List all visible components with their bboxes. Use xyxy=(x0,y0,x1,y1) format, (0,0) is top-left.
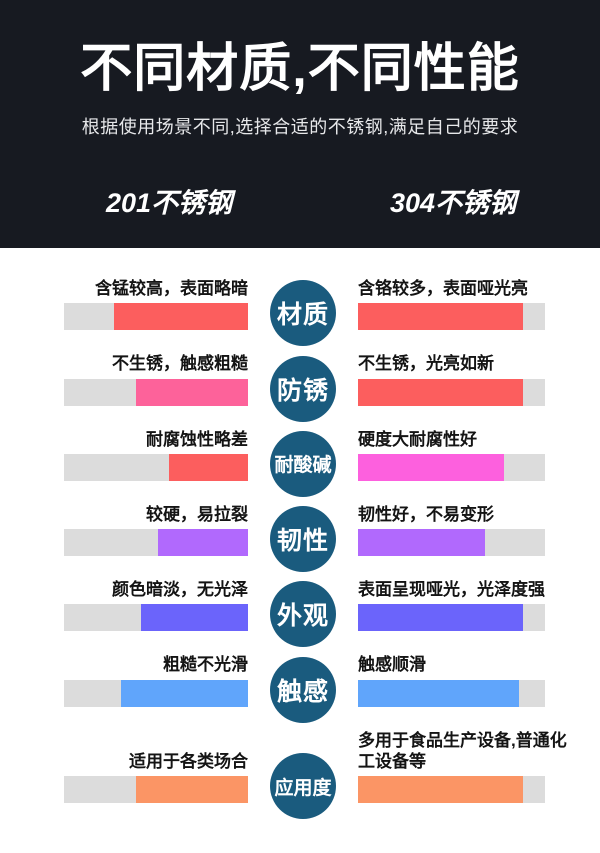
comparison-row-material: 含锰较高，表面略暗 材质 含铬较多，表面哑光亮 xyxy=(0,278,600,347)
bar-fill xyxy=(121,679,248,707)
bar-fill xyxy=(358,378,523,406)
page-title: 不同材质,不同性能 xyxy=(80,40,520,98)
bar-fill xyxy=(358,679,519,707)
property-badge: 应用度 xyxy=(270,753,336,819)
comparison-section: 含锰较高，表面略暗 材质 含铬较多，表面哑光亮 不生锈，触感粗糙 防锈 不生锈，… xyxy=(0,248,600,819)
bar-fill xyxy=(358,604,523,632)
bar-label: 含铬较多，表面哑光亮 xyxy=(358,279,528,298)
bar-track xyxy=(64,776,248,803)
bar-fill xyxy=(113,303,248,331)
center-cell: 韧性 xyxy=(248,506,358,572)
bar-track xyxy=(64,679,248,707)
property-badge: 耐酸碱 xyxy=(270,430,336,497)
left-cell: 适用于各类场合 xyxy=(0,751,248,803)
bar-track xyxy=(358,776,545,803)
center-cell: 防锈 xyxy=(248,355,358,422)
bar-fill xyxy=(141,604,248,632)
column-header-304: 304不锈钢 xyxy=(389,187,516,218)
bar-label: 硬度大耐腐性好 xyxy=(358,429,477,449)
center-cell: 耐酸碱 xyxy=(248,430,358,497)
comparison-row-rustproof: 不生锈，触感粗糙 防锈 不生锈，光亮如新 xyxy=(0,353,600,422)
bar-track xyxy=(358,453,545,481)
right-cell: 多用于食品生产设备,普通化工设备等 xyxy=(358,730,600,803)
column-headers: 201不锈钢 304不锈钢 xyxy=(0,181,600,220)
property-badge: 防锈 xyxy=(270,355,336,422)
bar-fill xyxy=(135,378,248,406)
property-badge: 韧性 xyxy=(270,506,336,572)
property-badge: 材质 xyxy=(270,280,336,347)
bar-track xyxy=(64,378,248,406)
bar-label: 不生锈，触感粗糙 xyxy=(112,354,248,374)
bar-fill xyxy=(358,529,486,556)
bar-label: 适用于各类场合 xyxy=(129,751,248,771)
comparison-row-appearance: 颜色暗淡，无光泽 外观 表面呈现哑光，光泽度强 xyxy=(0,579,600,648)
comparison-row-toughness: 较硬，易拉裂 韧性 韧性好，不易变形 xyxy=(0,504,600,572)
bar-track xyxy=(358,604,545,632)
property-badge: 外观 xyxy=(270,581,336,648)
bar-fill xyxy=(358,303,523,331)
bar-label: 较硬，易拉裂 xyxy=(146,504,248,524)
center-cell: 材质 xyxy=(248,280,358,347)
bar-fill xyxy=(157,529,248,556)
bar-track xyxy=(64,303,248,331)
bar-label: 触感顺滑 xyxy=(358,655,426,675)
column-header-201: 201不锈钢 xyxy=(106,187,233,218)
bar-fill xyxy=(358,453,504,481)
bar-label: 表面呈现哑光，光泽度强 xyxy=(358,580,545,599)
bar-label: 粗糙不光滑 xyxy=(163,655,248,675)
right-cell: 不生锈，光亮如新 xyxy=(358,353,600,406)
bar-track xyxy=(64,453,248,481)
comparison-row-acid-alkali: 耐腐蚀性略差 耐酸碱 硬度大耐腐性好 xyxy=(0,429,600,497)
bar-track xyxy=(358,378,545,406)
bar-track xyxy=(358,529,545,556)
left-cell: 颜色暗淡，无光泽 xyxy=(0,579,248,632)
bar-track xyxy=(64,529,248,556)
left-cell: 粗糙不光滑 xyxy=(0,654,248,707)
bar-fill xyxy=(168,453,248,481)
comparison-row-touch: 粗糙不光滑 触感 触感顺滑 xyxy=(0,654,600,723)
header-banner: 不同材质,不同性能 根据使用场景不同,选择合适的不锈钢,满足自己的要求 201不… xyxy=(0,0,600,248)
left-cell: 含锰较高，表面略暗 xyxy=(0,278,248,331)
right-cell: 触感顺滑 xyxy=(358,654,600,707)
center-cell: 触感 xyxy=(248,656,358,723)
bar-label: 不生锈，光亮如新 xyxy=(358,354,494,374)
center-cell: 应用度 xyxy=(248,753,358,819)
left-cell: 耐腐蚀性略差 xyxy=(0,429,248,481)
bar-label: 韧性好，不易变形 xyxy=(358,504,494,524)
bar-label: 颜色暗淡，无光泽 xyxy=(112,580,248,599)
comparison-row-application: 适用于各类场合 应用度 多用于食品生产设备,普通化工设备等 xyxy=(0,730,600,819)
bar-track xyxy=(358,679,545,707)
property-badge: 触感 xyxy=(270,656,336,723)
page-subtitle: 根据使用场景不同,选择合适的不锈钢,满足自己的要求 xyxy=(81,116,519,137)
right-cell: 硬度大耐腐性好 xyxy=(358,429,600,481)
right-cell: 表面呈现哑光，光泽度强 xyxy=(358,579,600,632)
bar-label: 耐腐蚀性略差 xyxy=(146,429,248,449)
right-cell: 含铬较多，表面哑光亮 xyxy=(358,278,600,331)
left-cell: 不生锈，触感粗糙 xyxy=(0,353,248,406)
bar-fill xyxy=(358,776,523,803)
left-cell: 较硬，易拉裂 xyxy=(0,504,248,556)
bar-fill xyxy=(135,776,248,803)
bar-track xyxy=(64,604,248,632)
bar-label: 多用于食品生产设备,普通化工设备等 xyxy=(358,730,567,771)
bar-track xyxy=(358,303,545,331)
right-cell: 韧性好，不易变形 xyxy=(358,504,600,556)
center-cell: 外观 xyxy=(248,581,358,648)
bar-label: 含锰较高，表面略暗 xyxy=(95,279,248,298)
